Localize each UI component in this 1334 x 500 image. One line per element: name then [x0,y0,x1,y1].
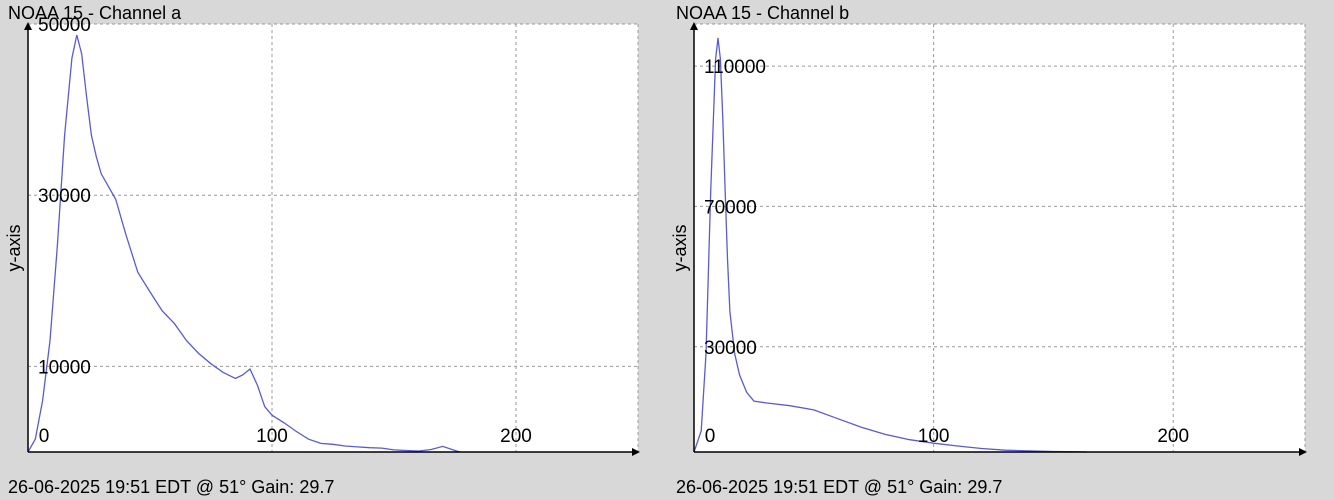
chart-b-plot-area [694,24,1305,452]
chart-b-x-axis-arrow [1299,448,1307,456]
chart-b-y-axis-label: y-axis [670,224,690,271]
chart-a-x-axis-arrow [632,448,640,456]
chart-b-x-tick-label-0: 0 [705,426,716,447]
chart-b-title: NOAA 15 - Channel b [676,3,850,23]
chart-a-title: NOAA 15 - Channel a [8,3,182,23]
chart-b-y-axis-arrow [690,22,698,30]
chart-a-plot: 0 100 200 10000 30000 50000 y-axis [4,15,640,456]
chart-a-y-tick-label-0: 10000 [38,357,91,378]
chart-a-x-tick-label-1: 100 [256,426,288,447]
chart-b-y-tick-label-0: 30000 [704,338,757,359]
chart-a-footer: 26-06-2025 19:51 EDT @ 51° Gain: 29.7 [8,477,335,497]
chart-a-x-tick-label-0: 0 [39,426,50,447]
chart-b-series-line-0 [693,37,1088,453]
chart-a-plot-area [28,24,638,452]
chart-b-y-tick-label-2: 110000 [704,57,766,78]
chart-b-plot: 0 100 200 30000 70000 110000 y-axis [670,22,1307,456]
chart-a-y-tick-label-2: 50000 [38,15,91,36]
chart-a-y-axis-arrow [24,22,32,30]
chart-a-y-tick-label-1: 30000 [38,186,91,207]
chart-a-y-axis-label: y-axis [4,224,24,271]
chart-b-y-tick-label-1: 70000 [704,197,757,218]
chart-a-series-line-0 [27,34,461,453]
chart-b-x-tick-label-2: 200 [1157,426,1189,447]
chart-b-footer: 26-06-2025 19:51 EDT @ 51° Gain: 29.7 [676,477,1003,497]
chart-b-x-tick-label-1: 100 [918,426,950,447]
chart-a-x-tick-label-2: 200 [500,426,532,447]
